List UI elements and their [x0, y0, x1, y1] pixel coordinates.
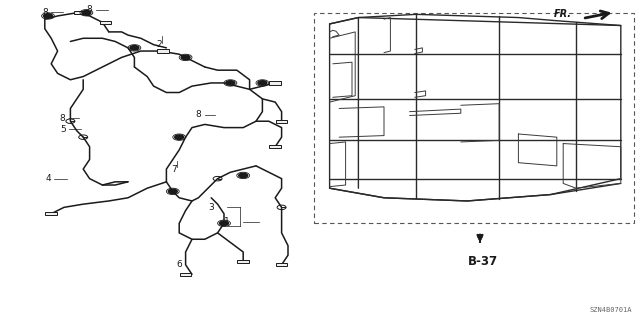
Text: SZN4B0701A: SZN4B0701A: [590, 307, 632, 313]
Circle shape: [220, 221, 228, 226]
Text: 1: 1: [225, 217, 230, 226]
Text: 5: 5: [60, 125, 65, 134]
Text: 8: 8: [196, 110, 201, 119]
Circle shape: [226, 81, 235, 85]
Bar: [269, 81, 281, 85]
Circle shape: [130, 46, 139, 50]
Text: 2: 2: [156, 40, 161, 49]
Circle shape: [258, 81, 267, 85]
Circle shape: [175, 135, 184, 139]
Bar: [74, 11, 86, 14]
Bar: [269, 145, 281, 148]
Bar: [157, 49, 169, 53]
Text: B-37: B-37: [468, 255, 499, 268]
Circle shape: [44, 14, 52, 18]
Text: 3: 3: [209, 203, 214, 212]
Bar: [180, 273, 191, 276]
Text: FR.: FR.: [554, 9, 572, 19]
Text: 8: 8: [42, 8, 47, 17]
Bar: [276, 263, 287, 266]
Bar: [45, 212, 57, 215]
Text: 6: 6: [177, 260, 182, 269]
Circle shape: [239, 173, 248, 178]
Circle shape: [82, 11, 91, 15]
Bar: [100, 21, 111, 24]
Text: 4: 4: [45, 174, 51, 183]
Circle shape: [181, 55, 190, 60]
Text: 8: 8: [60, 114, 65, 122]
Circle shape: [168, 189, 177, 194]
Text: 7: 7: [172, 165, 177, 174]
Bar: [237, 260, 249, 263]
Bar: [314, 13, 634, 223]
Bar: [276, 120, 287, 123]
Text: 8: 8: [87, 5, 92, 14]
